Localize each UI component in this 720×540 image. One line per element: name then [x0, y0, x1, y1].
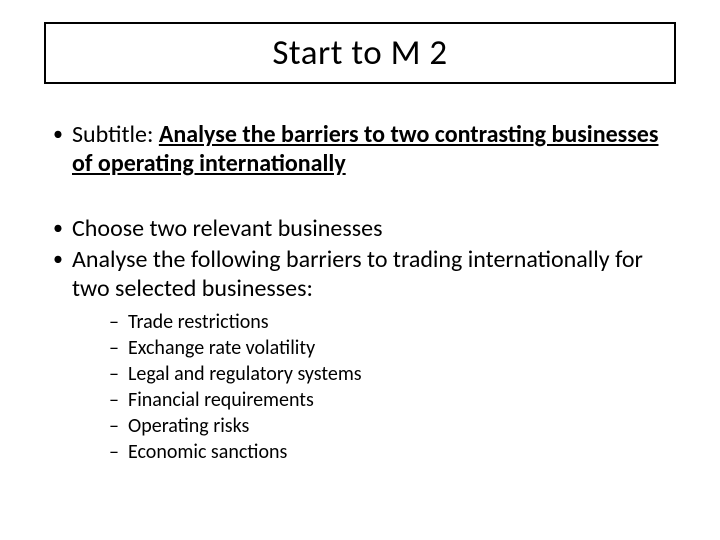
sub-bullet-text: Legal and regulatory systems [128, 361, 362, 387]
dash-marker: – [100, 387, 128, 413]
title-box: Start to M 2 [44, 22, 676, 84]
sub-bullet-list: – Trade restrictions – Exchange rate vol… [100, 309, 684, 465]
bullet-item: • Subtitle: Analyse the barriers to two … [44, 120, 684, 178]
sub-bullet-text: Operating risks [128, 413, 249, 439]
dash-marker: – [100, 361, 128, 387]
sub-bullet-text: Trade restrictions [128, 309, 269, 335]
subtitle-label: Subtitle: [72, 120, 159, 149]
slide-content: • Subtitle: Analyse the barriers to two … [44, 120, 684, 465]
slide-title: Start to M 2 [272, 32, 447, 74]
sub-bullet-item: – Financial requirements [100, 387, 684, 413]
sub-bullet-item: – Economic sanctions [100, 439, 684, 465]
sub-bullet-item: – Operating risks [100, 413, 684, 439]
sub-bullet-text: Exchange rate volatility [128, 335, 315, 361]
sub-bullet-item: – Legal and regulatory systems [100, 361, 684, 387]
dash-marker: – [100, 439, 128, 465]
subtitle-bold: Analyse the barriers to two contrasting … [72, 120, 658, 178]
bullet-item: • Choose two relevant businesses [44, 214, 684, 243]
bullet-text: Choose two relevant businesses [72, 214, 382, 243]
bullet-marker: • [44, 120, 72, 149]
sub-bullet-item: – Exchange rate volatility [100, 335, 684, 361]
dash-marker: – [100, 413, 128, 439]
sub-bullet-text: Economic sanctions [128, 439, 287, 465]
spacer [44, 180, 684, 214]
dash-marker: – [100, 335, 128, 361]
bullet-marker: • [44, 245, 72, 274]
sub-bullet-text: Financial requirements [128, 387, 314, 413]
bullet-marker: • [44, 214, 72, 243]
bullet-text: Analyse the following barriers to tradin… [72, 245, 684, 303]
sub-bullet-item: – Trade restrictions [100, 309, 684, 335]
dash-marker: – [100, 309, 128, 335]
bullet-item: • Analyse the following barriers to trad… [44, 245, 684, 303]
subtitle-line: Subtitle: Analyse the barriers to two co… [72, 120, 684, 178]
